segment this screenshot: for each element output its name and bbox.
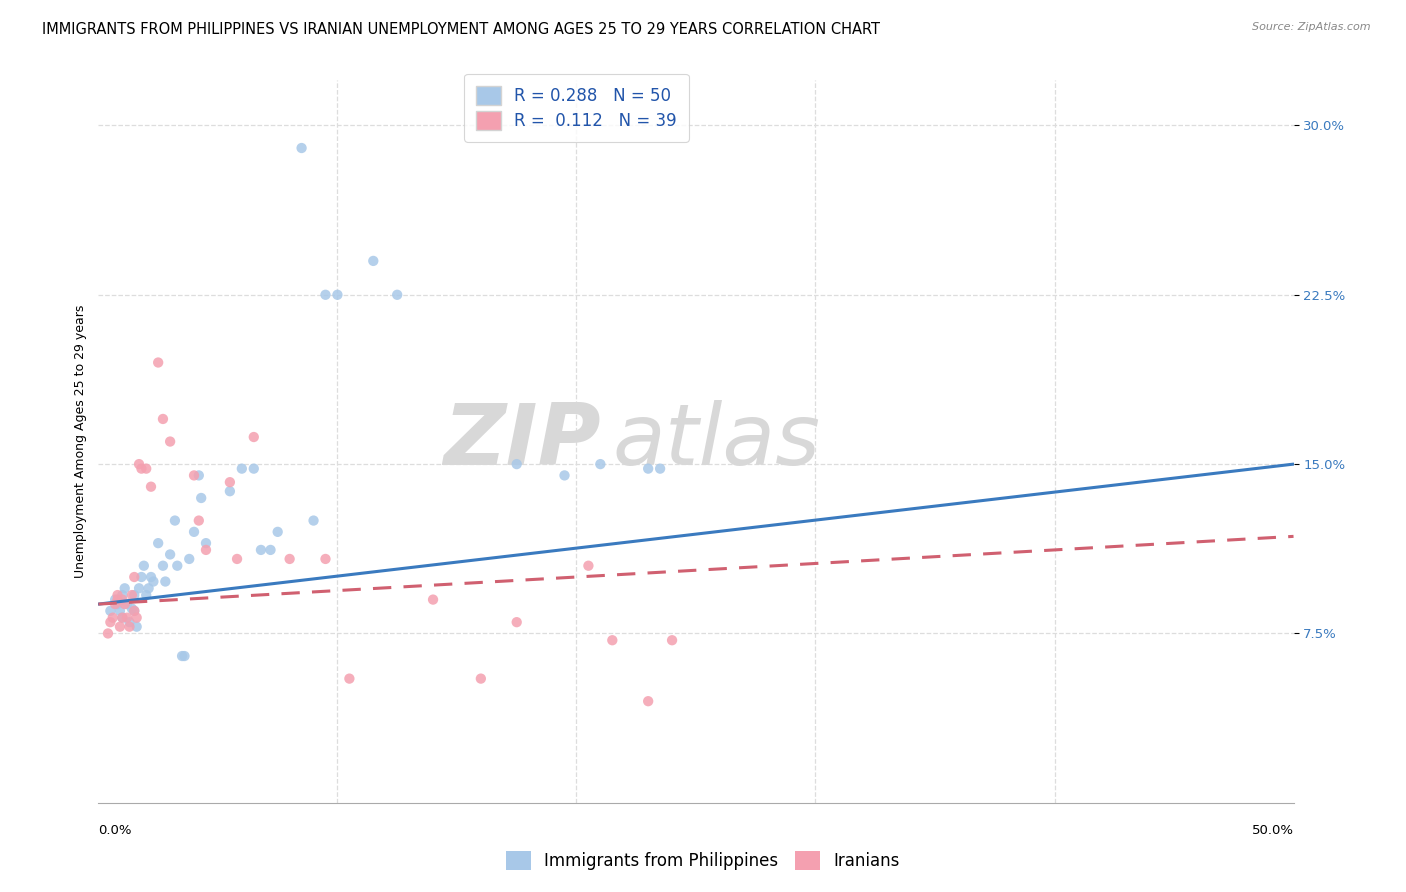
Point	[104, 592, 127, 607]
Point	[187, 468, 209, 483]
Point	[219, 475, 242, 490]
Point	[121, 588, 143, 602]
Point	[363, 253, 385, 268]
Point	[115, 610, 138, 624]
Point	[128, 457, 150, 471]
Text: IMMIGRANTS FROM PHILIPPINES VS IRANIAN UNEMPLOYMENT AMONG AGES 25 TO 29 YEARS CO: IMMIGRANTS FROM PHILIPPINES VS IRANIAN U…	[42, 22, 880, 37]
Point	[135, 588, 157, 602]
Point	[219, 484, 242, 499]
Point	[259, 542, 281, 557]
Point	[142, 574, 165, 589]
Text: ZIP: ZIP	[443, 400, 600, 483]
Point	[506, 615, 529, 630]
Legend: R = 0.288   N = 50, R =  0.112   N = 39: R = 0.288 N = 50, R = 0.112 N = 39	[464, 74, 689, 142]
Point	[98, 604, 122, 618]
Point	[138, 582, 160, 596]
Point	[111, 610, 134, 624]
Point	[159, 548, 181, 562]
Point	[602, 633, 624, 648]
Point	[152, 412, 174, 426]
Point	[385, 287, 409, 301]
Point	[278, 552, 301, 566]
Point	[148, 355, 170, 369]
Point	[124, 570, 146, 584]
Point	[139, 570, 162, 584]
Point	[155, 574, 177, 589]
Point	[291, 141, 314, 155]
Point	[107, 588, 129, 602]
Point	[422, 592, 444, 607]
Point	[226, 552, 249, 566]
Point	[637, 694, 659, 708]
Point	[173, 648, 195, 663]
Point	[231, 461, 253, 475]
Point	[135, 461, 157, 475]
Point	[195, 536, 218, 550]
Point	[302, 514, 325, 528]
Point	[506, 457, 529, 471]
Point	[183, 524, 205, 539]
Point	[470, 672, 492, 686]
Point	[104, 597, 127, 611]
Point	[589, 457, 612, 471]
Legend: Immigrants from Philippines, Iranians: Immigrants from Philippines, Iranians	[499, 844, 907, 877]
Point	[578, 558, 600, 573]
Point	[107, 592, 129, 607]
Point	[121, 601, 143, 615]
Point	[190, 491, 212, 505]
Text: 50.0%: 50.0%	[1251, 824, 1294, 838]
Point	[315, 552, 337, 566]
Point	[125, 620, 148, 634]
Point	[125, 610, 148, 624]
Point	[187, 514, 209, 528]
Point	[159, 434, 181, 449]
Point	[124, 604, 146, 618]
Point	[166, 558, 188, 573]
Point	[111, 610, 134, 624]
Point	[637, 461, 659, 475]
Point	[250, 542, 273, 557]
Point	[128, 582, 150, 596]
Point	[243, 461, 266, 475]
Point	[124, 588, 146, 602]
Point	[163, 514, 186, 528]
Point	[114, 597, 136, 611]
Point	[111, 592, 134, 607]
Point	[315, 287, 337, 301]
Point	[108, 620, 131, 634]
Point	[98, 615, 122, 630]
Point	[114, 582, 136, 596]
Point	[152, 558, 174, 573]
Point	[115, 597, 138, 611]
Point	[339, 672, 361, 686]
Point	[131, 570, 153, 584]
Text: 0.0%: 0.0%	[98, 824, 132, 838]
Point	[139, 480, 162, 494]
Point	[148, 536, 170, 550]
Point	[195, 542, 218, 557]
Point	[107, 597, 129, 611]
Point	[243, 430, 266, 444]
Point	[101, 610, 124, 624]
Y-axis label: Unemployment Among Ages 25 to 29 years: Unemployment Among Ages 25 to 29 years	[75, 305, 87, 578]
Point	[124, 604, 146, 618]
Point	[661, 633, 683, 648]
Point	[554, 468, 576, 483]
Point	[108, 604, 131, 618]
Point	[111, 588, 134, 602]
Point	[326, 287, 349, 301]
Point	[172, 648, 194, 663]
Point	[132, 558, 155, 573]
Point	[179, 552, 201, 566]
Point	[131, 461, 153, 475]
Point	[648, 461, 672, 475]
Point	[97, 626, 120, 640]
Point	[118, 615, 141, 630]
Text: Source: ZipAtlas.com: Source: ZipAtlas.com	[1253, 22, 1371, 32]
Text: atlas: atlas	[613, 400, 820, 483]
Point	[183, 468, 205, 483]
Point	[118, 620, 141, 634]
Point	[267, 524, 290, 539]
